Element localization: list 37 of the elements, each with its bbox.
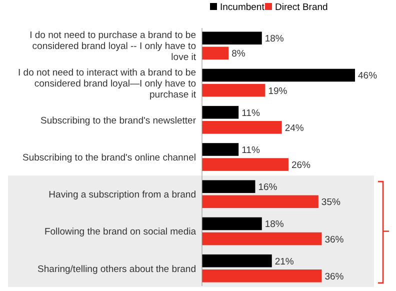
y-tick-label: Having a subscription from a brand (48, 190, 196, 201)
data-label: 19% (268, 86, 288, 97)
bar (202, 121, 282, 134)
y-tick-label: Following the brand on social media (44, 226, 197, 238)
data-label: 36% (324, 234, 344, 246)
bar (202, 269, 322, 282)
y-tick-label: I do not need to purchase a brand to be considered brand loyal -- I only have to love it (30, 30, 196, 64)
data-label: 24% (284, 122, 304, 134)
bar (202, 232, 322, 246)
bar (202, 195, 318, 208)
bar (202, 106, 239, 119)
data-label: 18% (264, 219, 284, 230)
data-label: 46% (358, 70, 378, 82)
bar (202, 68, 355, 82)
bar (202, 84, 266, 97)
data-label: 18% (264, 34, 284, 45)
data-label: 16% (258, 182, 278, 194)
data-label: 21% (274, 256, 294, 268)
data-label: 11% (242, 144, 260, 156)
bar (202, 32, 262, 45)
y-tick-label: Sharing/telling others about the brand (38, 264, 196, 275)
data-label: 26% (291, 160, 312, 172)
data-label: 8% (232, 48, 246, 60)
bar (202, 217, 262, 230)
bar (202, 158, 288, 171)
y-tick-label: Subscribing to the brand's newsletter (40, 115, 196, 126)
bar (202, 254, 272, 268)
data-label: 36% (324, 271, 344, 282)
bar (202, 143, 239, 156)
y-tick-label: Subscribing to the brand's online channel (22, 152, 196, 164)
bar (202, 46, 229, 60)
bar (202, 180, 256, 193)
data-label: 11% (242, 108, 260, 119)
legend-label: Direct Brand (275, 2, 328, 13)
y-tick-label: I do not need to interact with a brand to be considered brand loyal—I only have to purchase it (18, 67, 196, 100)
legend-label: Incumbent (220, 2, 265, 13)
data-label: 35% (321, 197, 341, 208)
